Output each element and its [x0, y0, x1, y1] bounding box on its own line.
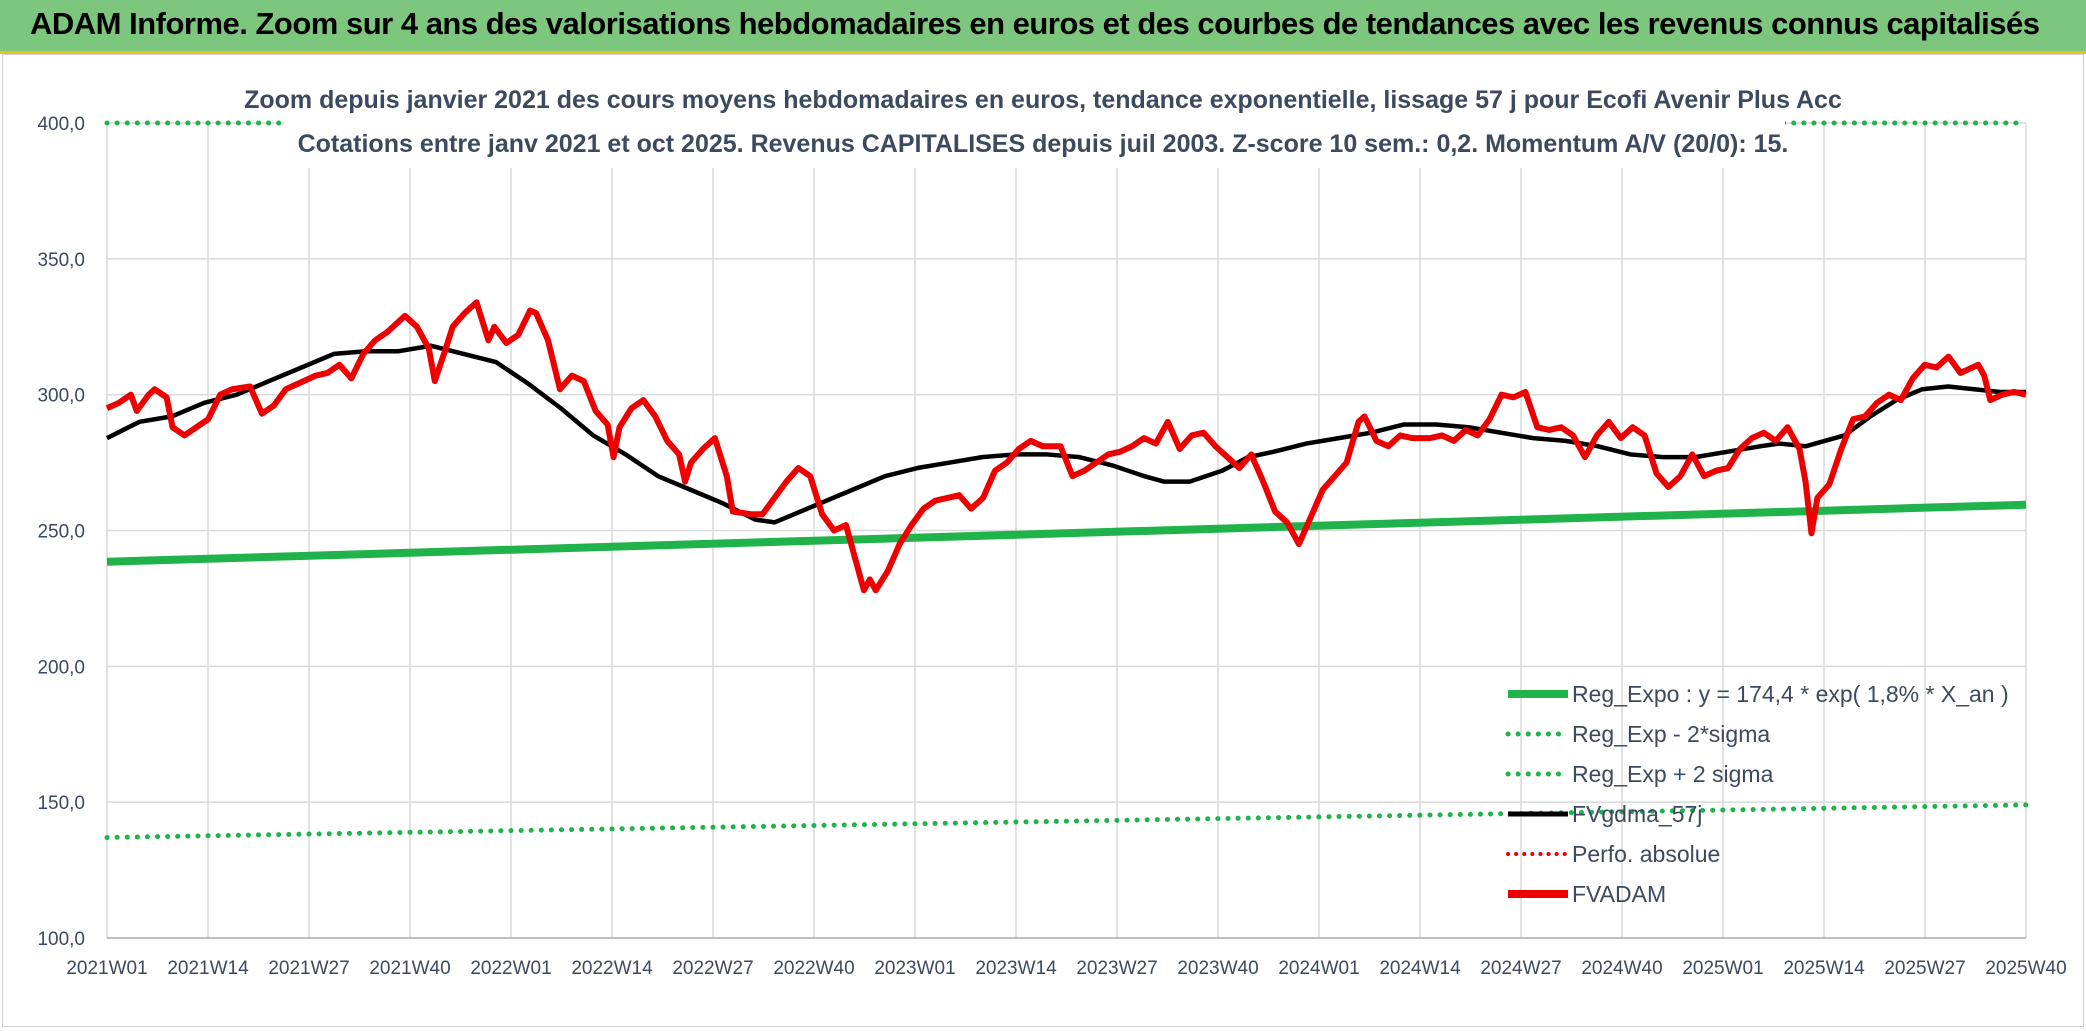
x-tick-label: 2025W40	[1985, 958, 2066, 979]
x-tick-label: 2025W14	[1783, 958, 1865, 979]
x-tick-label: 2021W27	[268, 958, 349, 979]
x-axis-ticks: 2021W01 2021W14 2021W27 2021W40 2022W01 2022W…	[66, 958, 2066, 979]
y-tick-label: 400,0	[37, 114, 85, 135]
chart-title-box: Zoom depuis janvier 2021 des cours moyen…	[244, 78, 1842, 168]
chart-title-line2: Cotations entre janv 2021 et oct 2025. R…	[298, 130, 1789, 158]
x-tick-label: 2021W01	[66, 958, 147, 979]
legend: Reg_Expo : y = 174,4 * exp( 1,8% * X_an …	[1505, 681, 2009, 907]
fvadam-line	[105, 299, 2027, 594]
x-tick-label: 2022W40	[773, 958, 854, 979]
chart-frame	[2, 54, 2084, 1027]
y-tick-label: 150,0	[37, 793, 85, 814]
y-tick-label: 200,0	[37, 657, 85, 678]
x-tick-label: 2023W14	[975, 958, 1057, 979]
x-tick-label: 2024W01	[1278, 958, 1359, 979]
x-tick-label: 2023W27	[1076, 958, 1157, 979]
legend-label: Reg_Expo : y = 174,4 * exp( 1,8% * X_an …	[1572, 681, 2009, 707]
title-background	[285, 78, 1785, 168]
x-tick-label: 2023W01	[874, 958, 955, 979]
x-tick-label: 2024W14	[1379, 958, 1461, 979]
x-tick-label: 2021W40	[369, 958, 450, 979]
y-axis-ticks: 100,0 150,0 200,0 250,0 300,0 350,0 400,0	[37, 114, 85, 950]
report-banner: ADAM Informe. Zoom sur 4 ans des valoris…	[0, 0, 2086, 54]
legend-label: FVgdma_57j	[1572, 801, 1702, 827]
fvgdma-57j-line	[105, 343, 2026, 525]
x-tick-label: 2023W40	[1177, 958, 1258, 979]
legend-label: Perfo. absolue	[1572, 841, 1720, 867]
y-tick-label: 300,0	[37, 386, 85, 407]
reg-exp-minus-2sigma-line	[104, 802, 2029, 840]
x-tick-label: 2024W27	[1480, 958, 1561, 979]
x-tick-label: 2025W01	[1682, 958, 1763, 979]
y-tick-label: 100,0	[37, 929, 85, 950]
x-tick-label: 2024W40	[1581, 958, 1662, 979]
x-tick-label: 2021W14	[167, 958, 249, 979]
x-tick-label: 2022W01	[470, 958, 551, 979]
legend-label: FVADAM	[1572, 881, 1666, 907]
x-tick-label: 2025W27	[1884, 958, 1965, 979]
legend-label: Reg_Exp + 2 sigma	[1572, 761, 1774, 787]
legend-label: Reg_Exp - 2*sigma	[1572, 721, 1770, 747]
x-tick-label: 2022W14	[571, 958, 653, 979]
x-tick-label: 2022W27	[672, 958, 753, 979]
chart-title-line1: Zoom depuis janvier 2021 des cours moyen…	[244, 86, 1842, 114]
report-title: ADAM Informe. Zoom sur 4 ans des valoris…	[30, 6, 2040, 41]
y-tick-label: 250,0	[37, 522, 85, 543]
y-tick-label: 350,0	[37, 250, 85, 271]
reg-expo-line	[106, 500, 2027, 566]
